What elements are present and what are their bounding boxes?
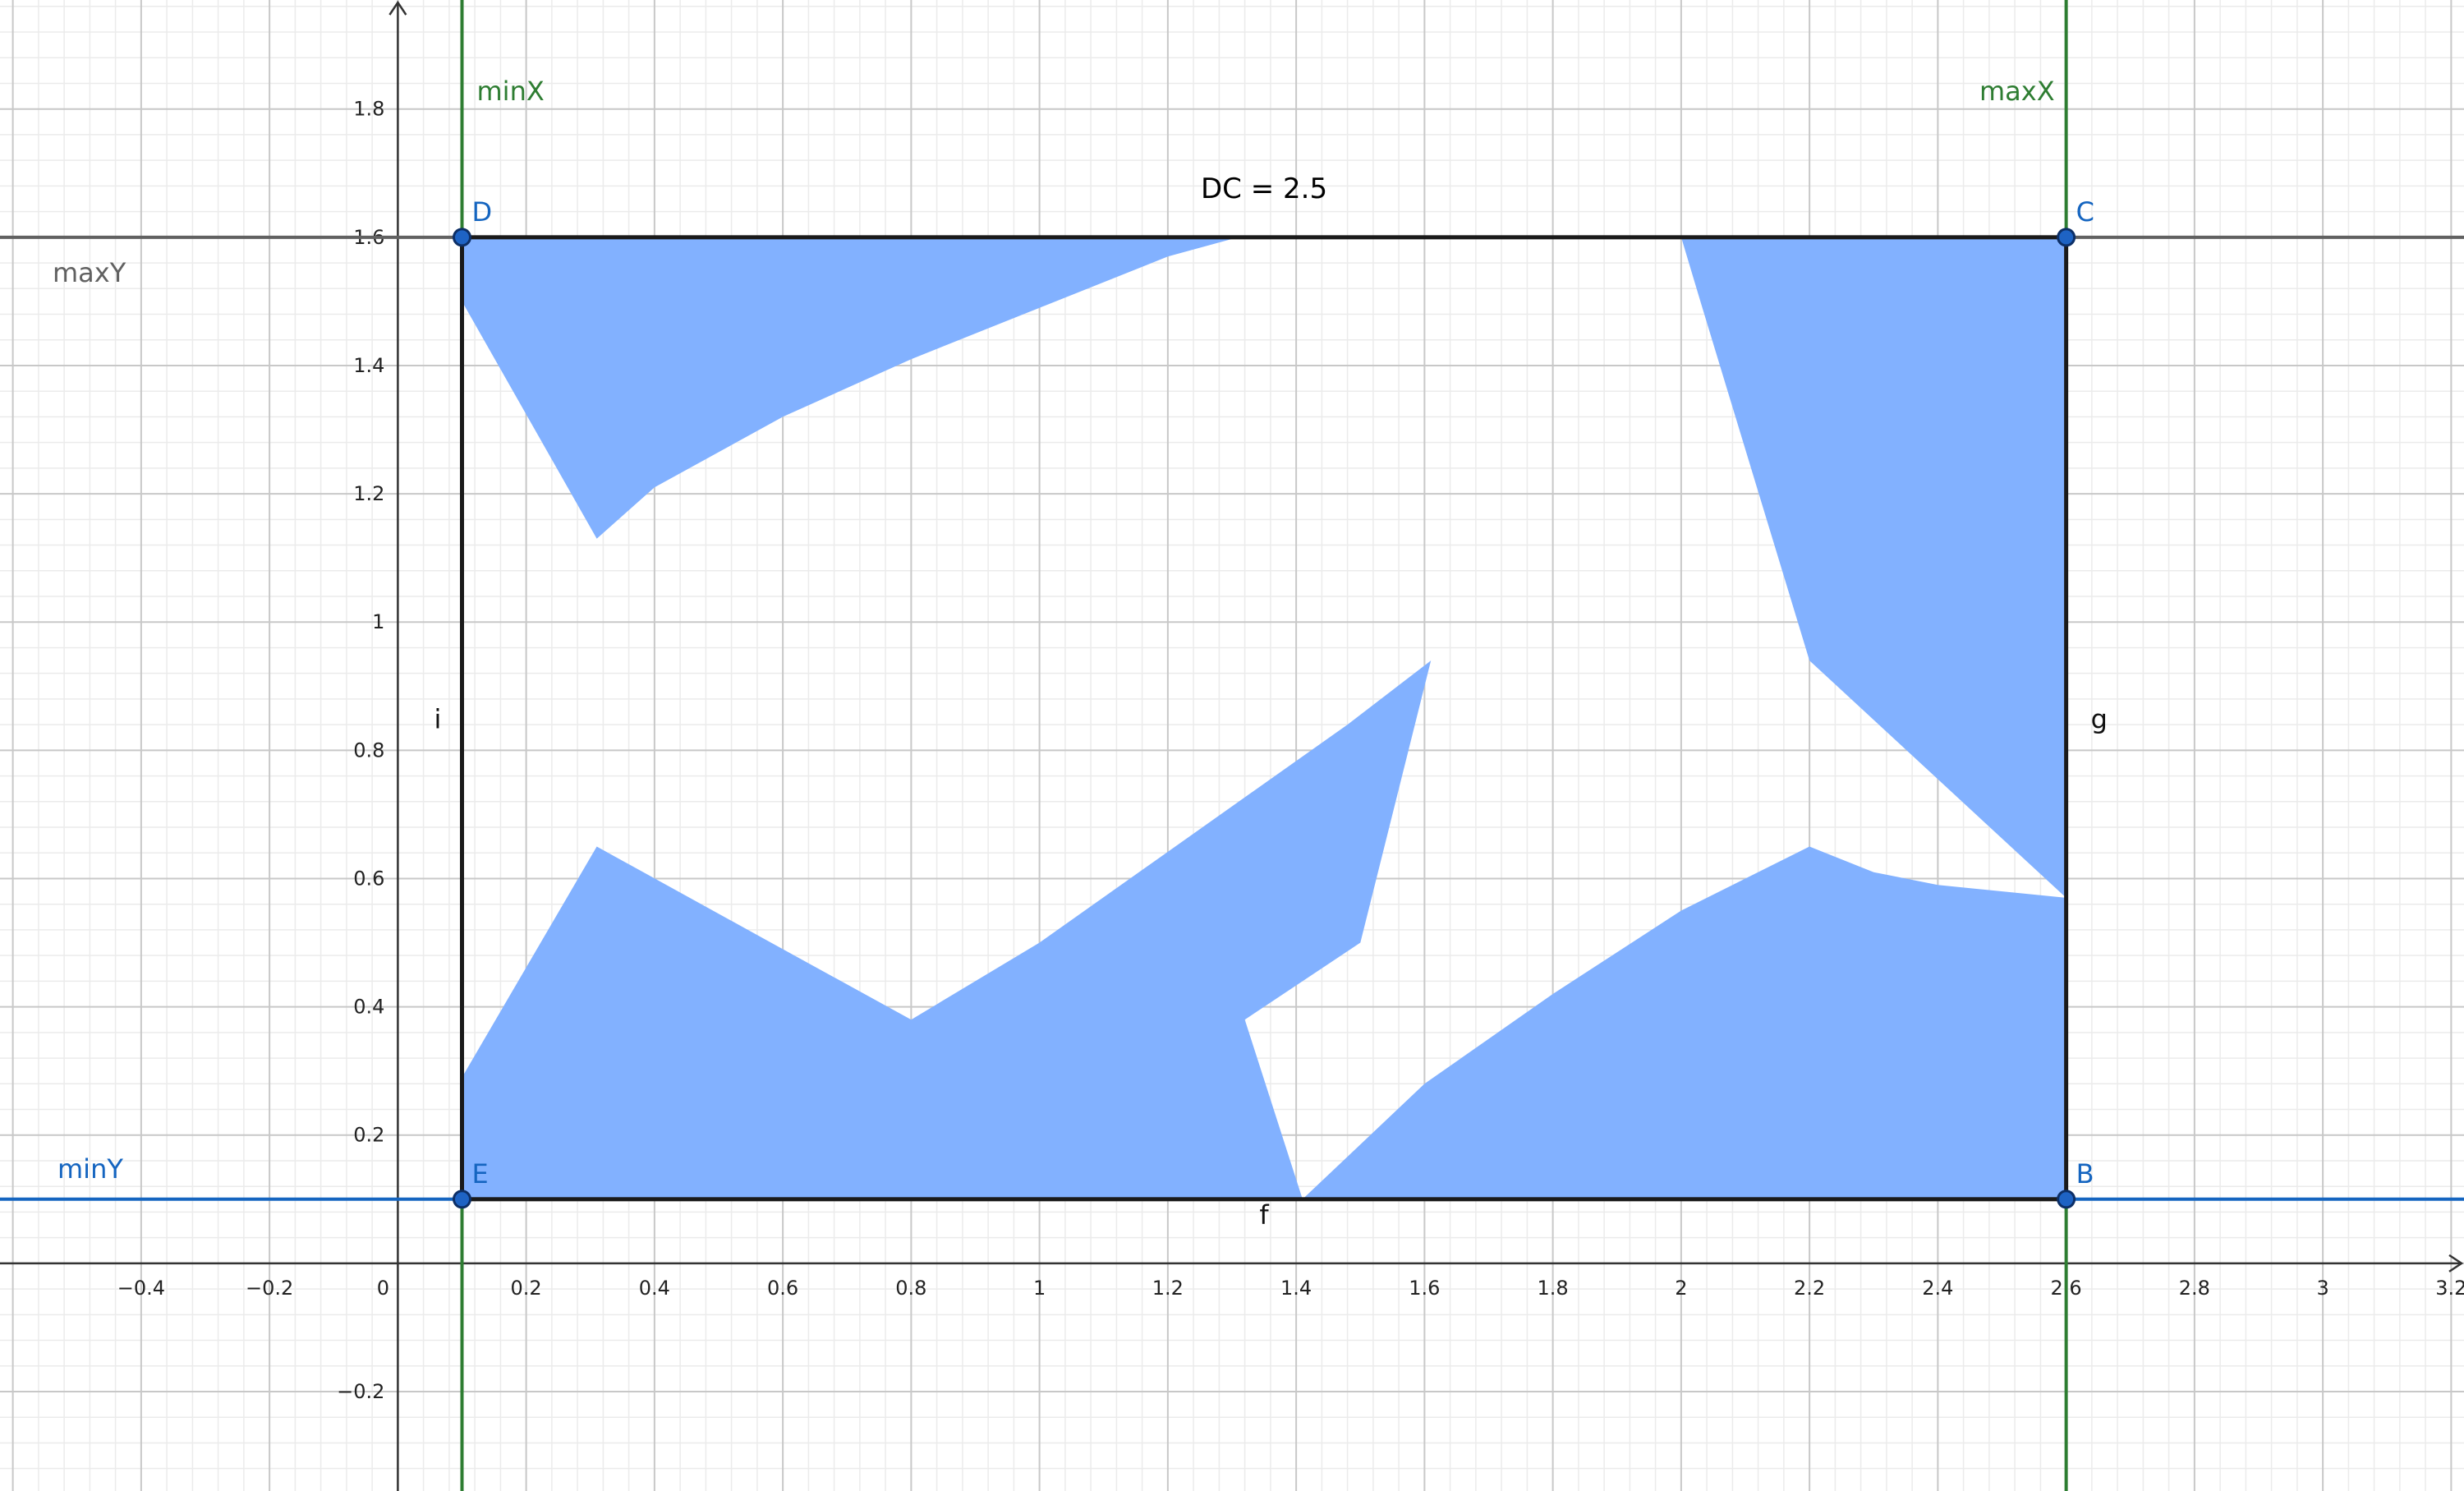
x-tick-label: 0.2	[511, 1277, 542, 1300]
side-label-g[interactable]: g	[2091, 703, 2108, 734]
x-tick-label: 3.2	[2435, 1277, 2464, 1300]
x-tick-label: 0	[377, 1277, 389, 1300]
side-label-i[interactable]: i	[434, 703, 442, 734]
y-tick-label: 1.8	[353, 98, 384, 121]
shaded-regions	[462, 237, 2066, 1199]
tick-labels: −0.4 −0.2 0 0.2 0.4 0.6 0.8 1 1.2 1.4 1.6 1.8 2 2.2 2.…	[117, 98, 2464, 1403]
point-label-b[interactable]: B	[2076, 1158, 2094, 1190]
y-tick-label: 0.6	[353, 867, 384, 890]
line-label-miny[interactable]: minY	[57, 1153, 123, 1185]
x-tick-label: 2.4	[1922, 1277, 1953, 1300]
point-label-c[interactable]: C	[2076, 196, 2094, 228]
point-d[interactable]	[453, 228, 471, 247]
x-tick-label: −0.4	[117, 1277, 165, 1300]
side-label-f[interactable]: f	[1259, 1199, 1269, 1231]
x-tick-label: 2.2	[1794, 1277, 1825, 1300]
y-tick-label: −0.2	[337, 1380, 384, 1403]
object-labels: minX maxX minY maxY i g f DC = 2.5	[53, 76, 2108, 1231]
x-tick-label: 1.4	[1280, 1277, 1312, 1300]
y-tick-label: 1	[372, 610, 384, 633]
x-tick-label: −0.2	[246, 1277, 293, 1300]
shaded-region	[462, 237, 1239, 539]
x-tick-label: 0.6	[767, 1277, 798, 1300]
shaded-region	[1680, 237, 2066, 898]
rectangle-vertices: D C B E	[453, 196, 2094, 1209]
x-tick-label: 2.8	[2179, 1277, 2210, 1300]
x-tick-label: 3	[2316, 1277, 2328, 1300]
point-label-e[interactable]: E	[472, 1158, 489, 1190]
y-tick-label: 0.2	[353, 1124, 384, 1147]
point-b[interactable]	[2057, 1190, 2076, 1209]
line-label-maxy[interactable]: maxY	[53, 257, 126, 288]
x-tick-label: 1.2	[1152, 1277, 1184, 1300]
y-tick-label: 1.4	[353, 354, 384, 377]
dc-length-label[interactable]: DC = 2.5	[1201, 173, 1327, 205]
y-tick-label: 0.4	[353, 996, 384, 1019]
shaded-region	[1302, 846, 2066, 1199]
point-label-d[interactable]: D	[472, 196, 493, 228]
y-axis-arrow-icon	[388, 0, 407, 16]
x-axis-arrow-icon	[2448, 1254, 2464, 1272]
x-tick-label: 1.6	[1409, 1277, 1440, 1300]
rectangle-bedc[interactable]	[460, 235, 2069, 1202]
x-tick-label: 1	[1033, 1277, 1046, 1300]
x-tick-label: 1.8	[1538, 1277, 1569, 1300]
y-tick-label: 0.8	[353, 739, 384, 762]
point-c[interactable]	[2057, 228, 2076, 247]
x-tick-label: 0.8	[895, 1277, 926, 1300]
point-e[interactable]	[453, 1190, 471, 1209]
x-tick-label: 2	[1675, 1277, 1687, 1300]
line-label-maxx[interactable]: maxX	[1979, 76, 2055, 107]
y-tick-label: 1.2	[353, 482, 384, 505]
shaded-region	[462, 660, 1432, 1199]
x-tick-label: 0.4	[639, 1277, 670, 1300]
line-label-minx[interactable]: minX	[477, 76, 545, 107]
